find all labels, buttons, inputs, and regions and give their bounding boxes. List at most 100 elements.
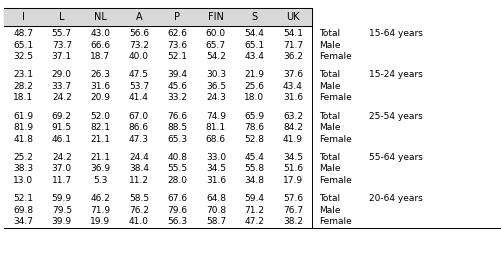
Text: 65.3: 65.3 bbox=[167, 135, 187, 144]
Text: 43.4: 43.4 bbox=[244, 52, 264, 61]
Text: 71.7: 71.7 bbox=[283, 40, 303, 49]
Text: 28.0: 28.0 bbox=[167, 176, 187, 185]
Text: 73.2: 73.2 bbox=[129, 40, 149, 49]
Text: 41.0: 41.0 bbox=[129, 217, 149, 226]
Text: UK: UK bbox=[286, 12, 299, 22]
Text: 86.6: 86.6 bbox=[129, 123, 149, 132]
Text: 76.7: 76.7 bbox=[283, 206, 303, 215]
Text: P: P bbox=[174, 12, 180, 22]
Text: 43.4: 43.4 bbox=[283, 82, 302, 91]
Text: 58.5: 58.5 bbox=[129, 194, 149, 203]
Text: I: I bbox=[22, 12, 25, 22]
Text: Total: Total bbox=[318, 70, 339, 79]
Text: 33.0: 33.0 bbox=[205, 153, 225, 162]
Text: 33.2: 33.2 bbox=[167, 93, 187, 102]
Text: 52.1: 52.1 bbox=[13, 194, 33, 203]
Text: 24.3: 24.3 bbox=[205, 93, 225, 102]
Text: Female: Female bbox=[318, 52, 351, 61]
Text: 69.8: 69.8 bbox=[13, 206, 33, 215]
Text: 20.9: 20.9 bbox=[90, 93, 110, 102]
Text: FIN: FIN bbox=[207, 12, 223, 22]
Text: Total: Total bbox=[318, 153, 339, 162]
Text: 21.1: 21.1 bbox=[90, 153, 110, 162]
Text: 47.3: 47.3 bbox=[129, 135, 149, 144]
Text: 21.9: 21.9 bbox=[244, 70, 264, 79]
Text: L: L bbox=[59, 12, 65, 22]
Text: 62.6: 62.6 bbox=[167, 29, 187, 38]
Text: 55-64 years: 55-64 years bbox=[368, 153, 422, 162]
Text: 67.0: 67.0 bbox=[129, 112, 149, 121]
Text: 18.0: 18.0 bbox=[244, 93, 264, 102]
Text: 65.1: 65.1 bbox=[13, 40, 33, 49]
Text: 53.7: 53.7 bbox=[129, 82, 149, 91]
Text: 40.8: 40.8 bbox=[167, 153, 187, 162]
Text: 67.6: 67.6 bbox=[167, 194, 187, 203]
Text: A: A bbox=[135, 12, 142, 22]
Text: 30.3: 30.3 bbox=[205, 70, 225, 79]
Text: 25.6: 25.6 bbox=[244, 82, 264, 91]
Text: Female: Female bbox=[318, 217, 351, 226]
Text: 19.9: 19.9 bbox=[90, 217, 110, 226]
Text: S: S bbox=[251, 12, 257, 22]
Text: 76.6: 76.6 bbox=[167, 112, 187, 121]
Text: 52.8: 52.8 bbox=[244, 135, 264, 144]
Text: 63.2: 63.2 bbox=[283, 112, 303, 121]
Text: 91.5: 91.5 bbox=[52, 123, 72, 132]
Text: 81.9: 81.9 bbox=[13, 123, 33, 132]
Text: 56.3: 56.3 bbox=[167, 217, 187, 226]
Text: 41.4: 41.4 bbox=[129, 93, 148, 102]
Text: 65.7: 65.7 bbox=[205, 40, 225, 49]
Text: 23.1: 23.1 bbox=[13, 70, 33, 79]
Text: 73.6: 73.6 bbox=[167, 40, 187, 49]
Text: 24.2: 24.2 bbox=[52, 153, 72, 162]
Text: 15-24 years: 15-24 years bbox=[368, 70, 422, 79]
Text: 84.2: 84.2 bbox=[283, 123, 302, 132]
Text: 34.8: 34.8 bbox=[244, 176, 264, 185]
Text: 37.6: 37.6 bbox=[283, 70, 303, 79]
Text: 28.2: 28.2 bbox=[14, 82, 33, 91]
Text: 82.1: 82.1 bbox=[90, 123, 110, 132]
Text: 13.0: 13.0 bbox=[13, 176, 33, 185]
Text: Female: Female bbox=[318, 176, 351, 185]
Text: 25.2: 25.2 bbox=[14, 153, 33, 162]
Text: 40.0: 40.0 bbox=[129, 52, 149, 61]
Text: 59.4: 59.4 bbox=[244, 194, 264, 203]
Text: Male: Male bbox=[318, 206, 340, 215]
Text: 34.7: 34.7 bbox=[13, 217, 33, 226]
Text: 64.8: 64.8 bbox=[205, 194, 225, 203]
Text: 43.0: 43.0 bbox=[90, 29, 110, 38]
Text: 11.7: 11.7 bbox=[52, 176, 72, 185]
Text: 58.7: 58.7 bbox=[205, 217, 225, 226]
Text: Female: Female bbox=[318, 93, 351, 102]
Text: Total: Total bbox=[318, 112, 339, 121]
Text: NL: NL bbox=[94, 12, 107, 22]
Text: 36.9: 36.9 bbox=[90, 164, 110, 174]
Text: 46.2: 46.2 bbox=[90, 194, 110, 203]
Text: Male: Male bbox=[318, 82, 340, 91]
Text: 51.6: 51.6 bbox=[283, 164, 303, 174]
Text: 47.2: 47.2 bbox=[244, 217, 264, 226]
Text: Total: Total bbox=[318, 194, 339, 203]
Text: 38.4: 38.4 bbox=[129, 164, 149, 174]
Text: 65.9: 65.9 bbox=[244, 112, 264, 121]
Text: 20-64 years: 20-64 years bbox=[368, 194, 422, 203]
Text: 60.0: 60.0 bbox=[205, 29, 225, 38]
Text: 88.5: 88.5 bbox=[167, 123, 187, 132]
Text: 41.9: 41.9 bbox=[283, 135, 303, 144]
Text: 21.1: 21.1 bbox=[90, 135, 110, 144]
Text: 46.1: 46.1 bbox=[52, 135, 72, 144]
Text: 79.6: 79.6 bbox=[167, 206, 187, 215]
Text: 37.0: 37.0 bbox=[52, 164, 72, 174]
Text: 24.4: 24.4 bbox=[129, 153, 148, 162]
Text: Male: Male bbox=[318, 164, 340, 174]
Text: 54.1: 54.1 bbox=[283, 29, 303, 38]
Text: 37.1: 37.1 bbox=[52, 52, 72, 61]
Text: Male: Male bbox=[318, 123, 340, 132]
Text: 39.4: 39.4 bbox=[167, 70, 187, 79]
Text: 81.1: 81.1 bbox=[205, 123, 225, 132]
Text: 66.6: 66.6 bbox=[90, 40, 110, 49]
Text: 68.6: 68.6 bbox=[205, 135, 225, 144]
Text: 65.1: 65.1 bbox=[244, 40, 264, 49]
Text: 71.9: 71.9 bbox=[90, 206, 110, 215]
Text: 31.6: 31.6 bbox=[90, 82, 110, 91]
